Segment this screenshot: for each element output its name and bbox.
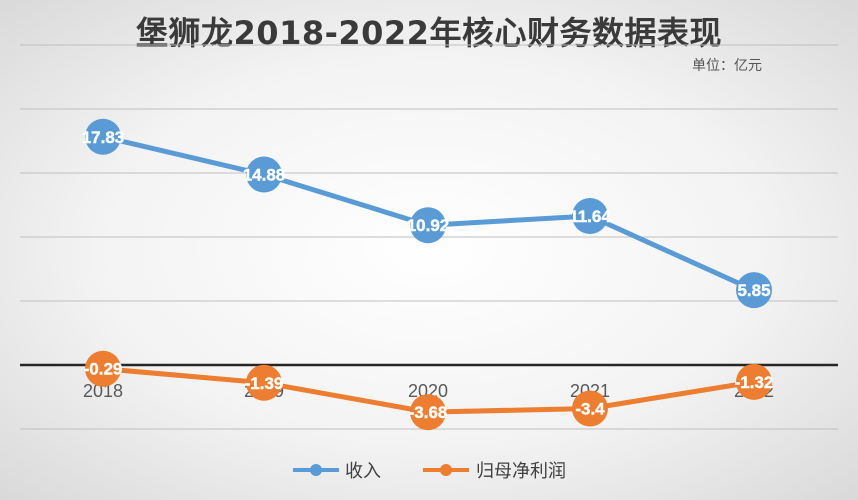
data-point — [572, 390, 608, 427]
legend-marker — [440, 464, 452, 476]
data-point — [85, 118, 121, 155]
data-point — [85, 350, 121, 387]
data-label: 14.88 — [243, 166, 286, 185]
data-point — [736, 363, 772, 400]
legend-label: 归母净利润 — [476, 461, 566, 482]
data-label: -3.68 — [409, 403, 448, 422]
legend-marker — [310, 464, 322, 476]
data-label: 17.83 — [82, 128, 125, 147]
data-label: -3.4 — [575, 400, 605, 419]
chart-title: 堡狮龙2018-2022年核心财务数据表现 — [136, 14, 722, 52]
data-label: -1.39 — [245, 374, 284, 393]
data-point — [736, 272, 772, 309]
data-label: -0.29 — [84, 360, 123, 379]
legend-label: 收入 — [345, 461, 381, 482]
data-point — [410, 394, 446, 431]
data-label: 5.85 — [737, 281, 770, 300]
x-tick-label: 2020 — [408, 381, 448, 401]
unit-label: 单位：亿元 — [692, 58, 762, 74]
data-label: -1.32 — [735, 373, 774, 392]
data-point — [572, 198, 608, 235]
data-point — [410, 207, 446, 244]
data-label: 10.92 — [407, 216, 450, 235]
data-point — [246, 364, 282, 401]
data-label: 11.64 — [569, 207, 611, 226]
x-tick-label: 2018 — [83, 381, 123, 401]
data-point — [246, 156, 282, 193]
